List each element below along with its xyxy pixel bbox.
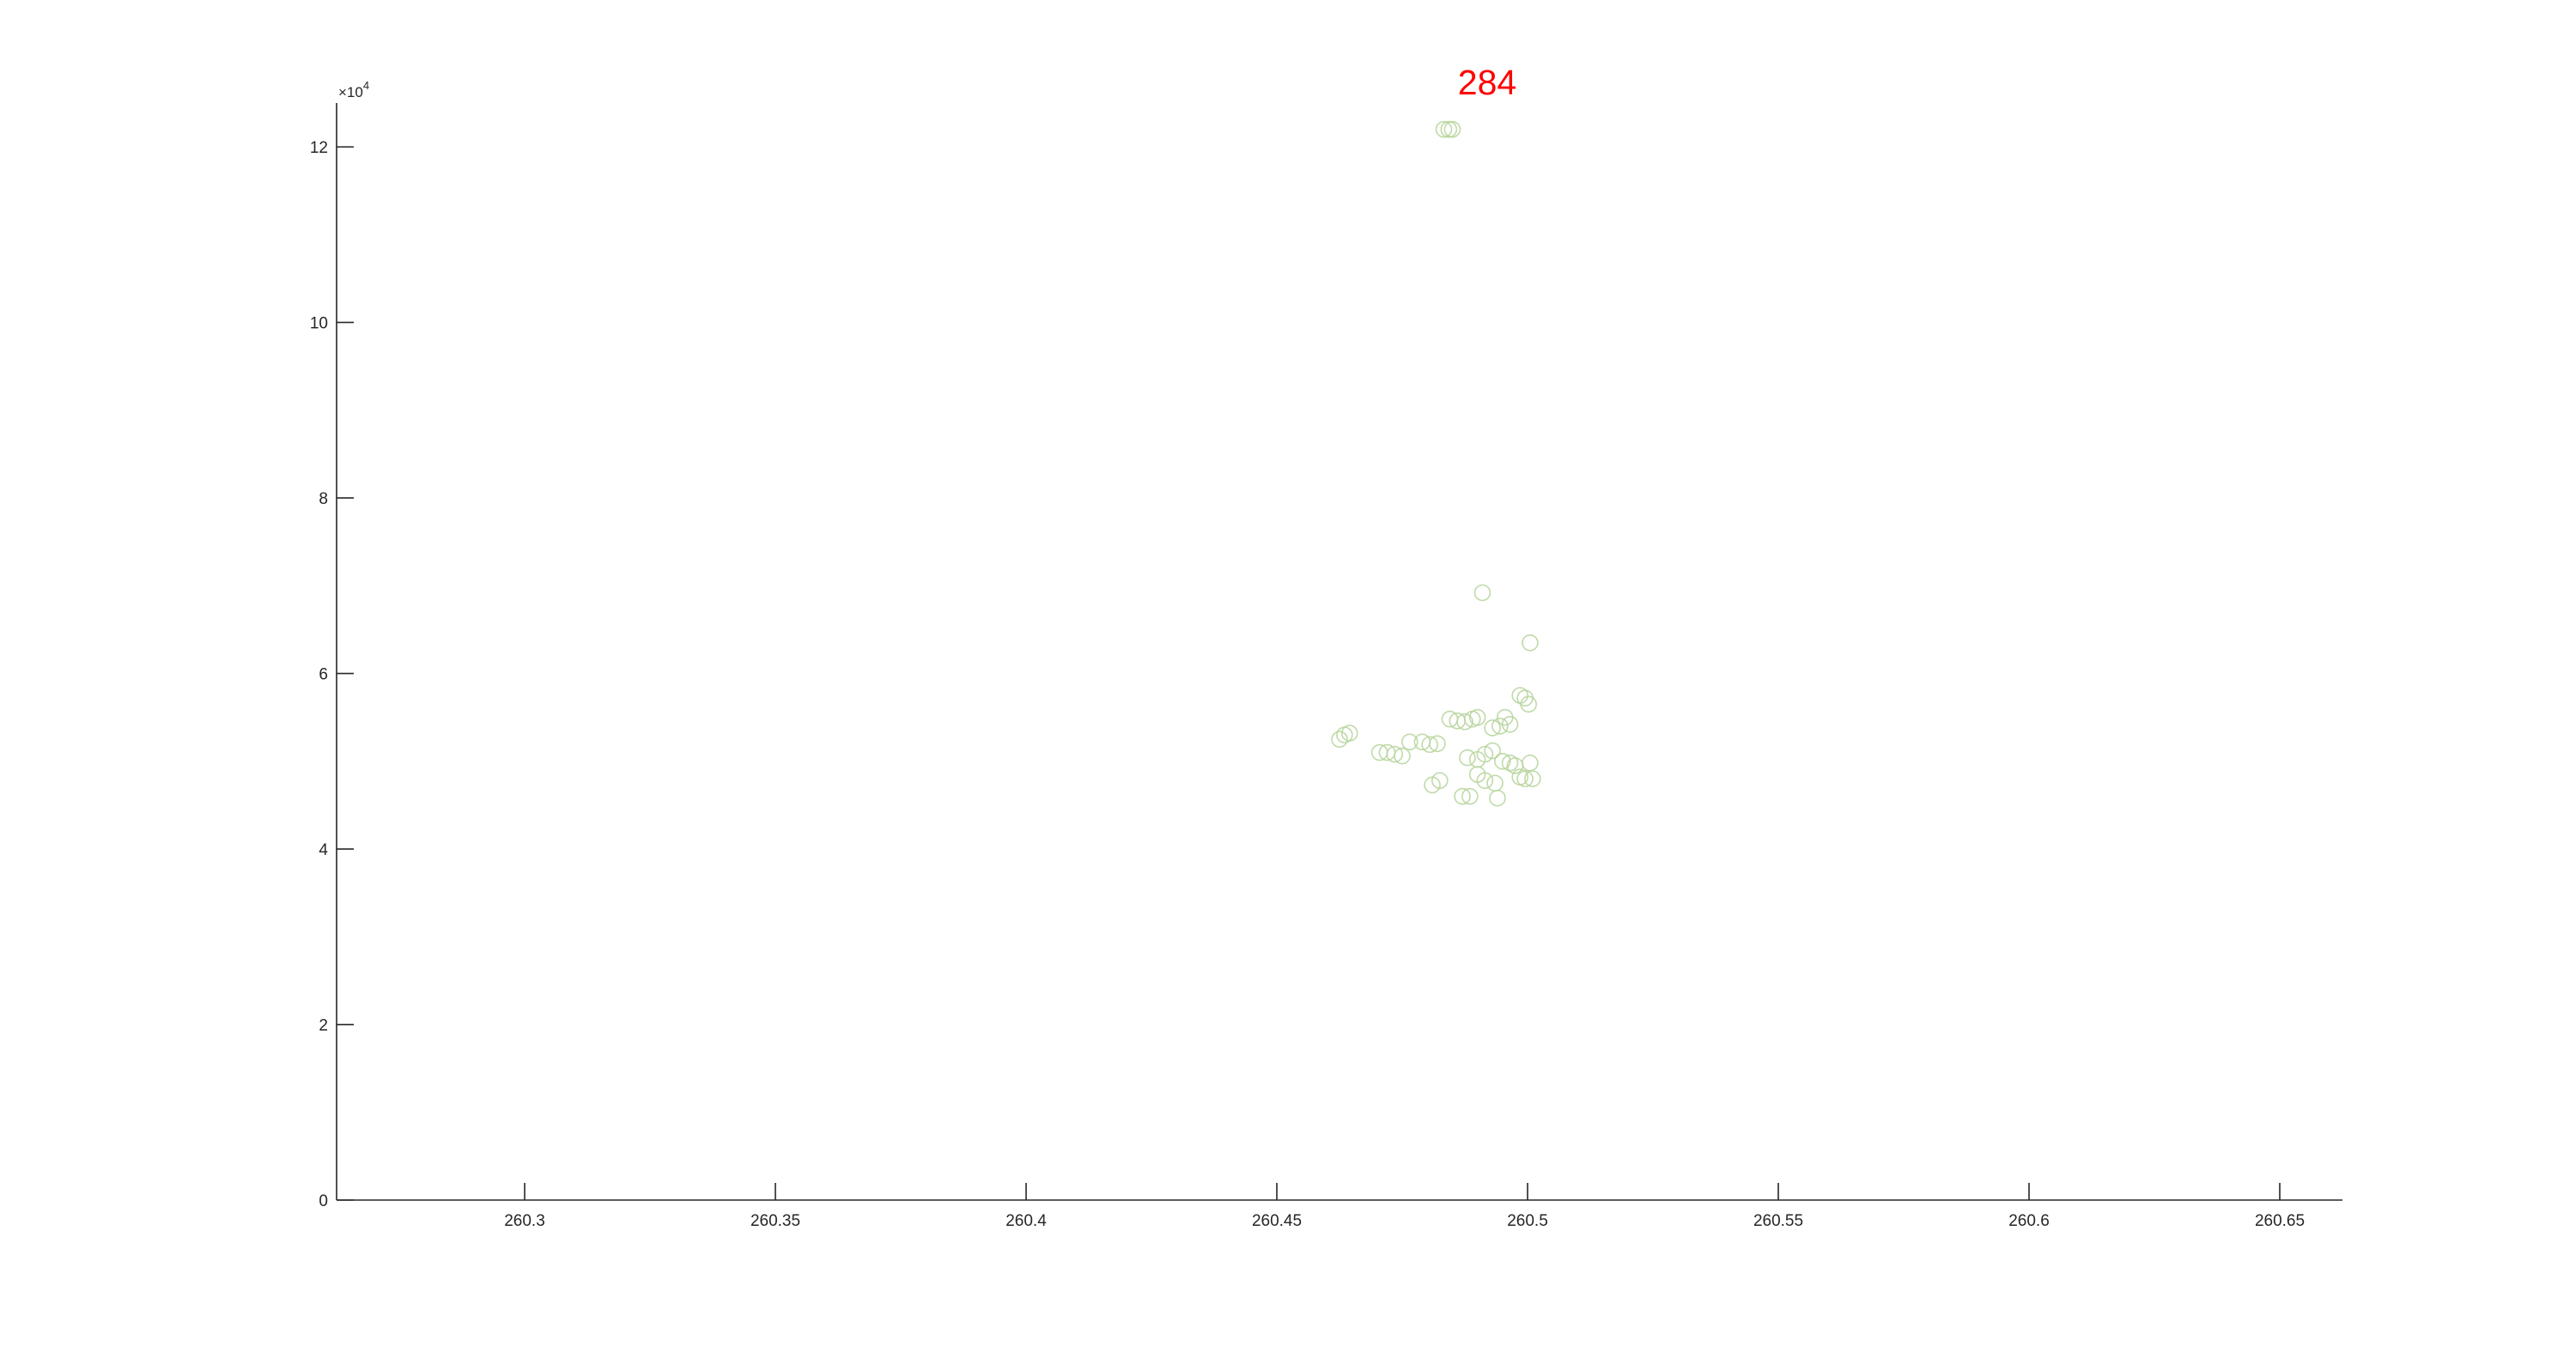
data-point: [1501, 716, 1519, 733]
data-point: [1459, 749, 1476, 767]
data-point: [1340, 725, 1358, 742]
data-point: [1440, 120, 1458, 138]
x-tick-label: 260.45: [1252, 1212, 1302, 1230]
data-point: [1400, 733, 1419, 751]
data-point: [1454, 787, 1471, 805]
data-point: [1443, 120, 1461, 138]
y-tick-label: 2: [319, 1017, 328, 1035]
data-point: [1431, 772, 1449, 790]
data-points: [1331, 120, 1541, 807]
data-point: [1494, 752, 1511, 770]
x-tick-label: 260.5: [1507, 1212, 1548, 1230]
data-point: [1476, 745, 1494, 763]
y-tick-label: 6: [319, 666, 328, 684]
data-point: [1524, 770, 1541, 788]
data-point: [1520, 695, 1537, 713]
data-point: [1331, 731, 1348, 749]
data-point: [1421, 736, 1438, 754]
x-tick-label: 260.6: [2008, 1212, 2050, 1230]
x-tick-label: 260.65: [2255, 1212, 2305, 1230]
data-point: [1484, 742, 1501, 760]
data-point: [1468, 708, 1486, 726]
chart-title: 284: [1458, 63, 1516, 102]
x-tick-label: 260.3: [504, 1212, 545, 1230]
y-exponent-power: 4: [363, 79, 369, 92]
data-point: [1522, 755, 1539, 772]
y-tick-label: 8: [319, 490, 328, 508]
data-point: [1394, 747, 1411, 765]
x-axis-ticks: 260.3 260.35 260.4 260.45 260.5 260.55 260.6 26…: [504, 1183, 2305, 1230]
data-point: [1496, 708, 1514, 726]
y-exponent-base: ×10: [338, 84, 363, 100]
y-tick-label: 4: [319, 841, 328, 859]
y-tick-label: 0: [319, 1192, 328, 1210]
data-point: [1429, 735, 1446, 753]
data-point: [1522, 634, 1539, 652]
data-point: [1516, 770, 1534, 788]
data-point: [1476, 772, 1494, 790]
x-tick-label: 260.55: [1753, 1212, 1803, 1230]
data-point: [1492, 718, 1509, 735]
data-point: [1489, 789, 1506, 807]
y-axis-ticks: 0 2 4 6 8 10 12: [310, 139, 354, 1210]
x-tick-label: 260.4: [1005, 1212, 1047, 1230]
y-tick-label: 12: [310, 139, 328, 157]
data-point: [1461, 787, 1479, 805]
data-point: [1484, 719, 1501, 737]
y-exponent-label: ×104: [338, 79, 369, 100]
y-tick-label: 10: [310, 315, 328, 333]
data-point: [1456, 712, 1473, 731]
data-point: [1435, 120, 1453, 138]
data-point: [1386, 745, 1404, 763]
x-tick-label: 260.35: [750, 1212, 800, 1230]
data-point: [1473, 584, 1492, 602]
data-point: [1486, 774, 1504, 792]
axes: [336, 103, 2342, 1201]
